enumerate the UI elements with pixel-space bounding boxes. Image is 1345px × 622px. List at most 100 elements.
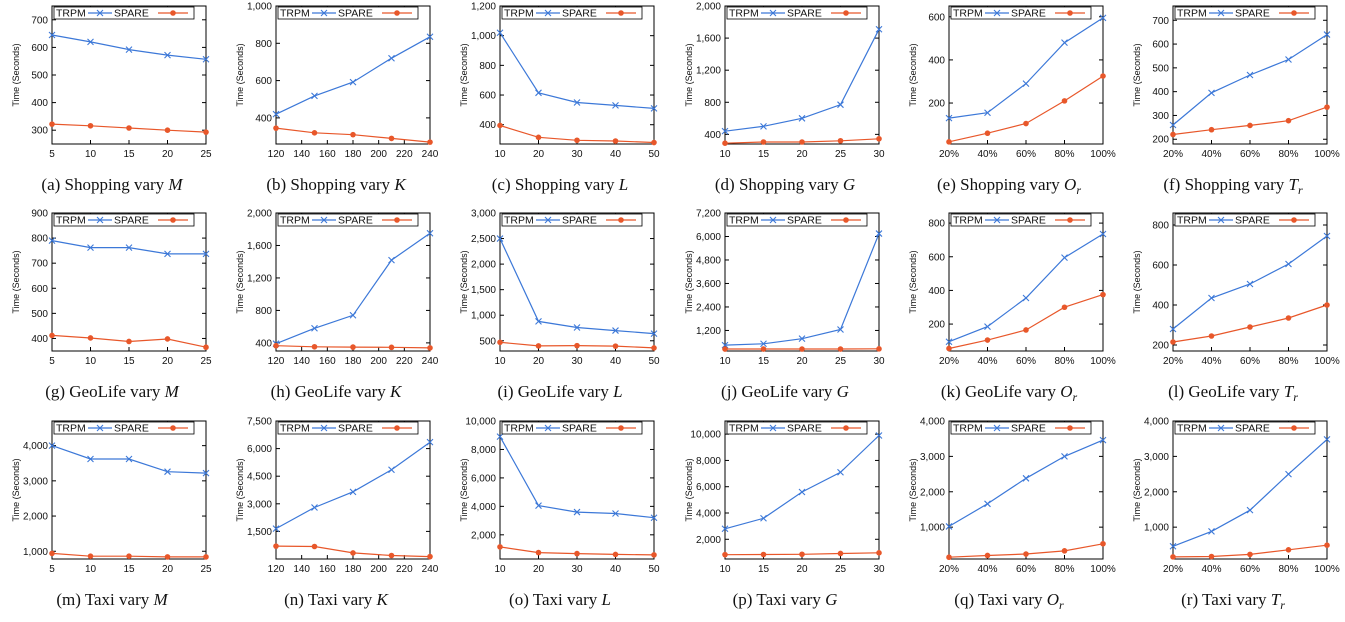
x-tick-label: 40% [1201, 149, 1221, 160]
y-tick-label: 2,400 [695, 303, 720, 314]
x-tick-label: 10 [719, 564, 731, 575]
data-point-trpm [202, 469, 210, 477]
y-tick-label: 300 [1152, 111, 1169, 122]
x-tick-label: 120 [268, 564, 285, 575]
legend-label-trpm: TRPM [56, 422, 86, 434]
data-point-spare [837, 346, 843, 353]
legend-marker-spare [1066, 217, 1073, 224]
data-point-spare [1022, 120, 1029, 127]
series-line-trpm [1172, 438, 1328, 547]
y-tick-label: 600 [1152, 261, 1169, 272]
data-point-stroke [1022, 474, 1030, 482]
x-tick-label: 10 [85, 356, 97, 367]
chart-2: 400 600 800 1,000 1,200 10 20 30 40 50 Time (Secon… [459, 2, 660, 195]
x-tick-label: 200 [370, 564, 387, 575]
x-tick-label: 15 [757, 356, 769, 367]
caption: (a) Shopping vary M [41, 175, 183, 194]
x-tick-label: 80% [1054, 356, 1074, 367]
data-point-trpm [1099, 14, 1107, 22]
legend-marker-trpm [320, 9, 328, 17]
data-point-stroke [1246, 71, 1254, 79]
x-tick-label: 80% [1278, 564, 1298, 575]
data-point-trpm [836, 101, 844, 109]
data-point-spare [721, 346, 728, 353]
caption-prefix: (g) GeoLife vary [45, 382, 164, 401]
data-point-trpm [426, 33, 434, 41]
plot-frame [499, 420, 655, 560]
y-tick-label: 800 [480, 61, 497, 72]
data-point-trpm [349, 78, 357, 86]
data-point-trpm [1207, 527, 1215, 535]
legend-label-trpm: TRPM [953, 215, 983, 227]
y-tick-label: 1,600 [247, 241, 272, 252]
data-point-stroke [1060, 452, 1068, 460]
data-point-spare [984, 130, 990, 137]
data-point-spare [1061, 304, 1067, 311]
data-point-spare [126, 338, 132, 345]
legend-box [950, 421, 1092, 435]
legend-label-spare: SPARE [338, 422, 373, 434]
y-tick-label: 2,000 [1144, 487, 1169, 498]
data-point-trpm [426, 438, 434, 446]
y-tick-label: 400 [31, 334, 48, 345]
data-point-trpm [945, 522, 953, 530]
y-tick-label: 1,000 [23, 546, 48, 557]
y-tick-label: 600 [255, 76, 272, 87]
data-point-spare [651, 139, 658, 146]
legend-marker-trpm [1217, 424, 1225, 432]
data-point-trpm [272, 524, 280, 532]
data-point-stroke [612, 102, 620, 109]
x-tick-label: 140 [293, 356, 310, 367]
data-point-trpm [48, 237, 56, 245]
data-point-spare [1324, 542, 1330, 548]
x-tick-label: 60% [1016, 564, 1036, 575]
data-point-stroke [388, 257, 396, 264]
data-point-spare [1324, 104, 1330, 110]
data-point-stroke [612, 327, 620, 335]
data-point-trpm [1022, 294, 1030, 302]
x-tick-label: 15 [757, 149, 769, 160]
legend-label-spare: SPARE [787, 422, 822, 434]
data-point-spare [126, 553, 132, 559]
x-tick-label: 30 [572, 149, 584, 160]
x-tick-label: 5 [49, 564, 55, 575]
data-point-trpm [945, 114, 953, 122]
plot-frame [275, 420, 431, 560]
data-point-spare [798, 346, 805, 353]
x-tick-label: 140 [293, 564, 310, 575]
caption-subscript: r [1076, 183, 1081, 197]
y-tick-label: 2,000 [471, 260, 496, 271]
data-point-spare [945, 554, 952, 560]
series-line-trpm [948, 233, 1103, 343]
data-point-trpm [535, 501, 543, 509]
data-point-trpm [1323, 232, 1331, 240]
data-point-stroke [48, 441, 56, 449]
data-point-trpm [612, 327, 620, 335]
data-point-trpm [1060, 254, 1068, 262]
y-tick-label: 4,000 [920, 416, 945, 427]
legend-marker-spare [842, 217, 849, 224]
y-tick-label: 3,000 [247, 499, 272, 510]
caption: (j) GeoLife vary G [721, 382, 849, 401]
data-point-stroke [388, 466, 396, 473]
data-point-trpm [1323, 31, 1331, 38]
caption-prefix: (a) Shopping vary [41, 175, 168, 194]
y-tick-label: 400 [255, 113, 272, 124]
chart-10: 200 400 600 800 20% 40% 60% 80% 100% Time (Second… [908, 212, 1116, 404]
data-point-stroke [311, 325, 319, 332]
plot-frame [275, 212, 431, 352]
data-point-trpm [721, 127, 728, 135]
data-point-trpm [164, 51, 171, 59]
y-tick-label: 400 [1152, 87, 1169, 98]
y-tick-label: 8,000 [695, 456, 720, 467]
data-point-stroke [48, 31, 56, 39]
caption: (e) Shopping vary Or [937, 175, 1081, 197]
y-axis-label: Time (Seconds) [1132, 43, 1142, 106]
y-tick-label: 6,000 [247, 444, 272, 455]
data-point-stroke [125, 455, 133, 463]
x-tick-label: 40 [610, 356, 622, 367]
data-point-spare [164, 336, 171, 343]
x-tick-label: 20 [796, 356, 808, 367]
x-tick-label: 15 [123, 356, 135, 367]
data-point-spare [1099, 292, 1106, 298]
